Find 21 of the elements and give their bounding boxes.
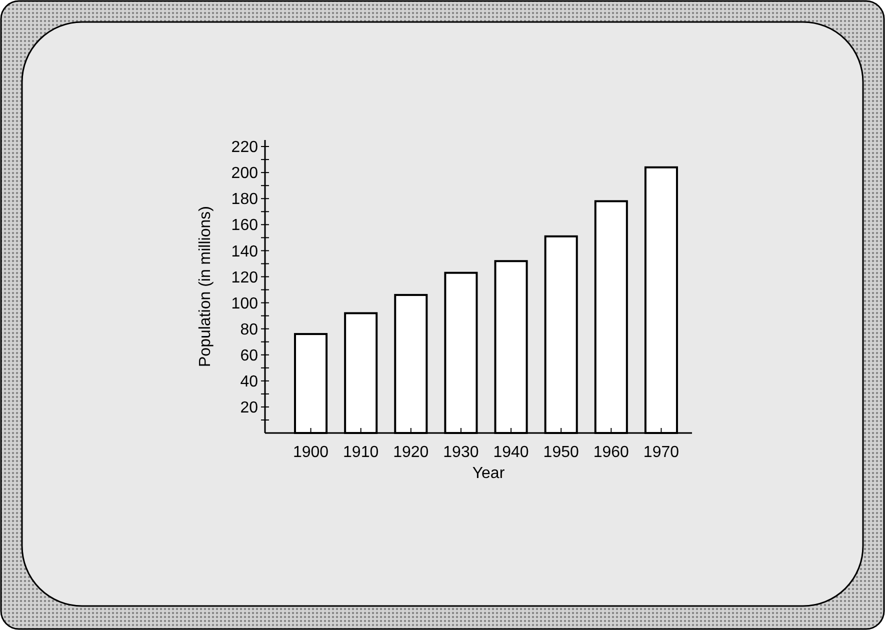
y-tick-label: 40: [240, 374, 258, 391]
x-tick-label: 1950: [543, 444, 579, 461]
y-tick-label: 220: [231, 139, 258, 156]
y-tick-label: 160: [231, 217, 258, 234]
y-tick-label: 100: [231, 295, 258, 312]
y-tick-label: 120: [231, 269, 258, 286]
y-axis-title: Population (in millions): [197, 206, 214, 367]
x-axis-title: Year: [472, 465, 506, 482]
y-tick-label: 140: [231, 243, 258, 260]
x-tick-label: 1910: [343, 444, 379, 461]
x-tick-label: 1930: [443, 444, 479, 461]
x-tick-label: 1940: [493, 444, 529, 461]
y-tick-label: 180: [231, 191, 258, 208]
x-tick-label: 1960: [593, 444, 630, 461]
x-tick-label: 1920: [393, 444, 429, 461]
y-tick-label: 20: [240, 400, 258, 417]
y-tick-label: 200: [231, 165, 258, 182]
x-tick-label: 1900: [292, 444, 329, 461]
y-tick-label: 60: [240, 347, 258, 364]
y-tick-label: 80: [240, 321, 258, 338]
x-tick-label: 1970: [643, 444, 680, 461]
